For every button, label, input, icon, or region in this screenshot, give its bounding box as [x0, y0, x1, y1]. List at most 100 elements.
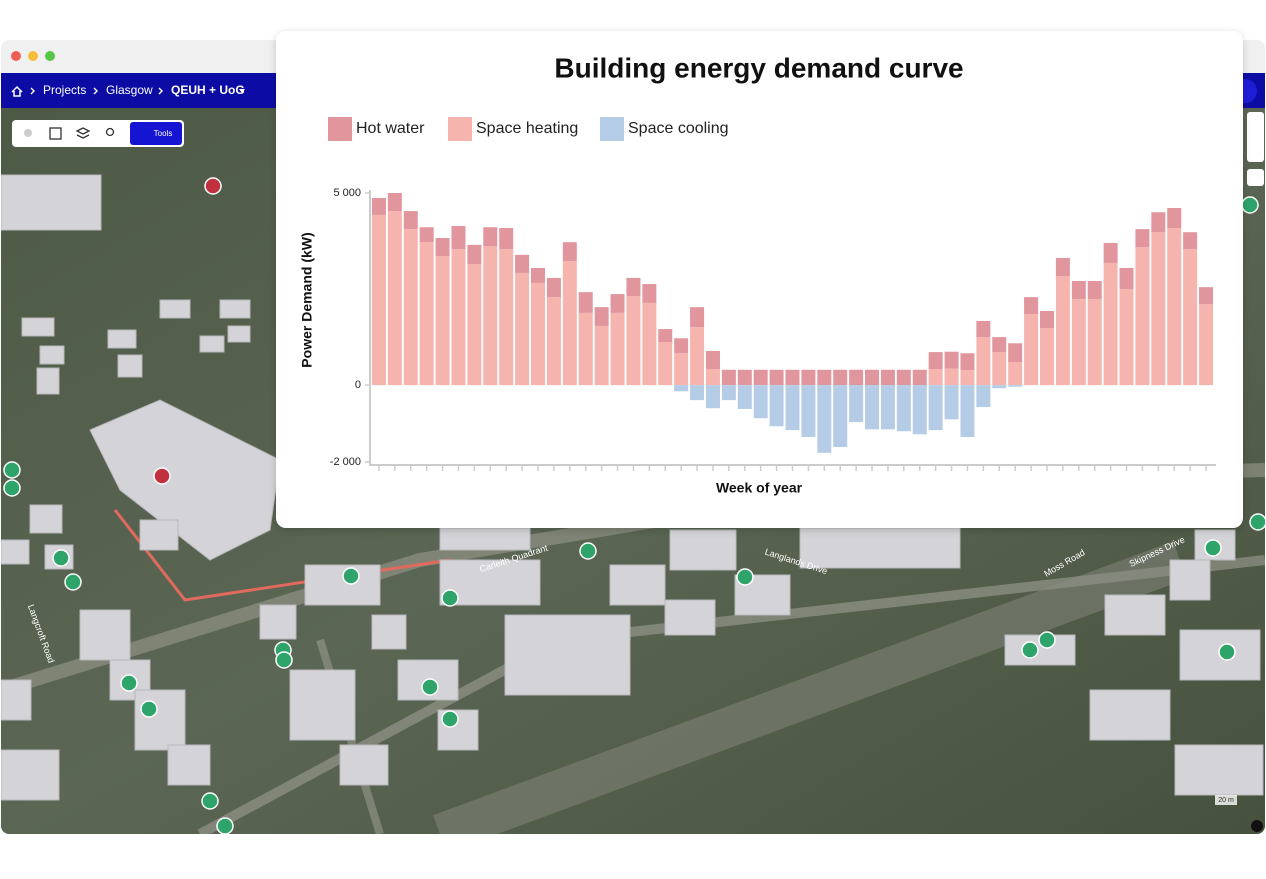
tools-button[interactable]	[130, 122, 182, 145]
bar-segment	[944, 351, 959, 369]
building-markers	[3, 196, 1265, 834]
tools-button-label[interactable]: Tools	[154, 129, 173, 138]
bar-segment	[531, 282, 546, 386]
bar-segment	[1087, 299, 1102, 386]
bar-segment	[753, 385, 768, 419]
breadcrumb-item[interactable]: Projects	[43, 83, 86, 97]
bar-segment	[960, 385, 975, 438]
bar-segment	[976, 385, 991, 408]
bar-segment	[992, 385, 1007, 389]
bar-segment	[1024, 314, 1039, 386]
bar-segment	[1024, 297, 1039, 315]
bar-segment	[944, 368, 959, 386]
x-axis-label: Week of year	[716, 480, 803, 496]
bar-segment	[1199, 304, 1214, 386]
bar-segment	[1008, 362, 1023, 386]
bar-segment	[1119, 289, 1134, 386]
bar-segment	[546, 277, 561, 298]
fullscreen-button[interactable]	[1247, 169, 1264, 186]
info-button[interactable]	[1251, 820, 1263, 832]
bar-segment	[483, 227, 498, 247]
bar-segment	[1183, 232, 1198, 250]
bar-segment	[976, 337, 991, 386]
breadcrumb-separators	[30, 87, 163, 95]
bar-segment	[642, 302, 657, 386]
bar-segment	[1039, 328, 1054, 386]
bar-segment	[451, 226, 466, 250]
dropdown-caret[interactable]	[239, 89, 245, 93]
bar-segment	[992, 337, 1007, 353]
bar-segment	[515, 272, 530, 386]
bar-segment	[642, 284, 657, 303]
bar-segment	[674, 353, 689, 386]
chart-title: Building energy demand curve	[554, 52, 963, 83]
maximize-dot[interactable]	[45, 51, 55, 61]
bar-segment	[928, 385, 943, 431]
bar-segment	[1199, 287, 1214, 305]
bar-segment	[467, 264, 482, 386]
bar-segment	[833, 369, 848, 386]
chart: Hot water Space heating Space cooling -2 00…	[328, 117, 1216, 471]
bar-segment	[737, 385, 752, 409]
tool-icon[interactable]	[24, 129, 32, 137]
legend-swatch	[600, 117, 624, 141]
bar-segment	[1008, 385, 1023, 387]
bar-segment	[721, 369, 736, 386]
search-icon[interactable]	[105, 127, 115, 137]
bar-segment	[499, 227, 514, 250]
bar-segment	[753, 369, 768, 386]
breadcrumb-item[interactable]: Glasgow	[106, 83, 153, 97]
railway	[433, 541, 1187, 834]
bar-segment	[546, 297, 561, 386]
bar-segment	[801, 369, 816, 386]
tool-icon[interactable]	[49, 127, 62, 140]
bar-segment	[1167, 227, 1182, 386]
bar-segment	[1008, 343, 1023, 363]
bar-segment	[1071, 299, 1086, 386]
home-icon[interactable]	[11, 85, 23, 97]
bar-segment	[1151, 232, 1166, 386]
zoom-controls[interactable]	[1247, 112, 1264, 162]
bar-segment	[785, 369, 800, 386]
bar-segment	[626, 295, 641, 386]
bar-segment	[578, 312, 593, 386]
bar-segment	[626, 277, 641, 296]
legend-label: Space heating	[476, 120, 578, 137]
bar-segment	[499, 249, 514, 386]
tool-icon[interactable]	[75, 127, 91, 139]
bar-segment	[371, 197, 386, 215]
legend-swatch	[328, 117, 352, 141]
bar-segment	[960, 370, 975, 386]
bar-segment	[705, 385, 720, 409]
bar-segment	[705, 369, 720, 386]
y-tick-label: 0	[355, 379, 361, 391]
minimize-dot[interactable]	[28, 51, 38, 61]
close-dot[interactable]	[11, 51, 21, 61]
breadcrumb-current[interactable]: QEUH + UoG	[171, 83, 245, 97]
bar-segment	[610, 312, 625, 386]
bar-segment	[817, 385, 832, 453]
legend-label: Hot water	[356, 120, 425, 137]
bar-segment	[387, 211, 402, 386]
bar-segment	[419, 242, 434, 386]
bar-segment	[451, 249, 466, 386]
bar-segment	[690, 307, 705, 328]
bar-segment	[912, 385, 927, 435]
bar-segment	[1135, 229, 1150, 248]
bar-segment	[944, 385, 959, 420]
bar-segment	[865, 369, 880, 386]
bar-segment	[1183, 249, 1198, 386]
bar-segment	[578, 292, 593, 313]
scale-label: 20 m	[1218, 797, 1234, 804]
bar-segment	[928, 369, 943, 386]
bar-segment	[1071, 281, 1086, 300]
bar-segment	[387, 193, 402, 212]
bar-segment	[865, 385, 880, 430]
bar-segment	[403, 229, 418, 386]
bar-segment	[531, 267, 546, 283]
scale-bar	[1215, 795, 1237, 805]
bar-segment	[658, 342, 673, 386]
bar-segment	[1151, 212, 1166, 233]
bar-segment	[594, 307, 609, 326]
